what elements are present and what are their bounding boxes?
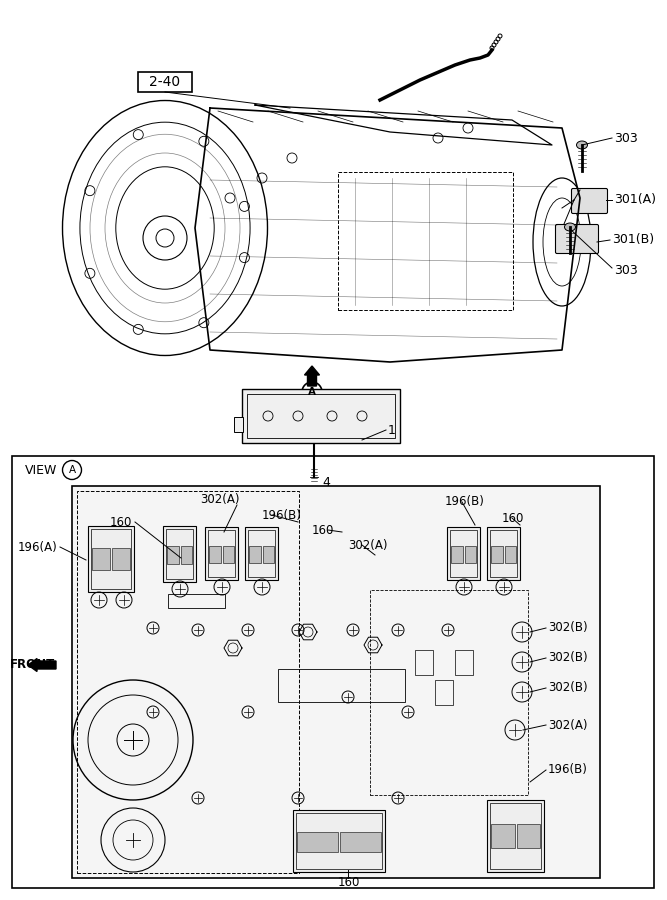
Bar xyxy=(435,680,453,705)
Bar xyxy=(208,530,235,577)
Bar xyxy=(491,824,514,848)
Text: 302(B): 302(B) xyxy=(548,681,588,695)
Bar xyxy=(248,530,275,577)
Bar xyxy=(340,832,381,852)
Bar xyxy=(167,546,179,564)
Bar xyxy=(516,824,540,848)
Bar xyxy=(487,800,544,872)
Bar xyxy=(234,417,243,432)
Text: 196(B): 196(B) xyxy=(445,496,485,508)
Bar xyxy=(88,526,134,592)
Bar xyxy=(263,546,274,563)
Bar xyxy=(451,546,462,563)
Bar xyxy=(72,486,600,878)
Ellipse shape xyxy=(576,141,588,149)
Bar xyxy=(491,546,502,563)
Bar xyxy=(168,594,225,608)
Bar xyxy=(247,394,395,438)
Text: FRONT: FRONT xyxy=(10,659,55,671)
FancyArrow shape xyxy=(28,659,56,671)
Text: 302(B): 302(B) xyxy=(548,652,588,664)
Bar xyxy=(12,456,654,888)
Bar xyxy=(91,529,131,589)
Text: 301(B): 301(B) xyxy=(612,233,654,247)
Text: 1: 1 xyxy=(388,424,396,436)
Bar xyxy=(209,546,221,563)
Bar xyxy=(296,813,382,869)
Text: 302(B): 302(B) xyxy=(548,622,588,634)
Bar xyxy=(447,527,480,580)
Bar xyxy=(242,389,400,443)
Text: 301(A): 301(A) xyxy=(614,194,656,206)
Bar xyxy=(487,527,520,580)
Text: 4: 4 xyxy=(322,475,330,489)
Text: 303: 303 xyxy=(614,264,638,276)
Text: 160: 160 xyxy=(338,876,360,888)
Bar xyxy=(181,546,192,564)
Ellipse shape xyxy=(309,473,319,481)
Text: 196(A): 196(A) xyxy=(18,541,58,554)
Bar xyxy=(504,546,516,563)
FancyBboxPatch shape xyxy=(556,224,598,254)
Bar xyxy=(338,172,513,310)
Text: A: A xyxy=(69,465,75,475)
Bar xyxy=(490,530,517,577)
Text: 303: 303 xyxy=(614,131,638,145)
Text: 196(B): 196(B) xyxy=(262,508,302,521)
Bar xyxy=(249,546,261,563)
FancyBboxPatch shape xyxy=(572,188,608,213)
Bar xyxy=(163,526,196,582)
Bar xyxy=(205,527,238,580)
Text: 302(A): 302(A) xyxy=(548,718,588,732)
Bar xyxy=(77,491,299,873)
Text: A: A xyxy=(308,387,316,397)
Bar xyxy=(223,546,234,563)
Bar xyxy=(293,810,385,872)
Text: 302(A): 302(A) xyxy=(348,538,388,552)
Bar xyxy=(297,832,338,852)
Text: 160: 160 xyxy=(502,511,524,525)
Text: 160: 160 xyxy=(312,524,334,536)
Bar xyxy=(464,546,476,563)
Bar xyxy=(138,72,192,92)
Bar xyxy=(455,650,473,675)
Text: 196(B): 196(B) xyxy=(548,763,588,777)
Bar xyxy=(245,527,278,580)
Bar xyxy=(490,803,541,869)
Text: 302(A): 302(A) xyxy=(200,493,239,507)
Bar xyxy=(278,669,405,702)
Text: VIEW: VIEW xyxy=(25,464,57,476)
Bar xyxy=(112,548,130,570)
Text: 2-40: 2-40 xyxy=(149,75,181,89)
Bar xyxy=(166,529,193,579)
Bar xyxy=(415,650,433,675)
Bar xyxy=(92,548,110,570)
FancyArrow shape xyxy=(305,366,319,386)
Text: 160: 160 xyxy=(110,516,132,528)
Bar xyxy=(370,590,528,795)
Ellipse shape xyxy=(564,223,576,231)
Bar xyxy=(450,530,477,577)
